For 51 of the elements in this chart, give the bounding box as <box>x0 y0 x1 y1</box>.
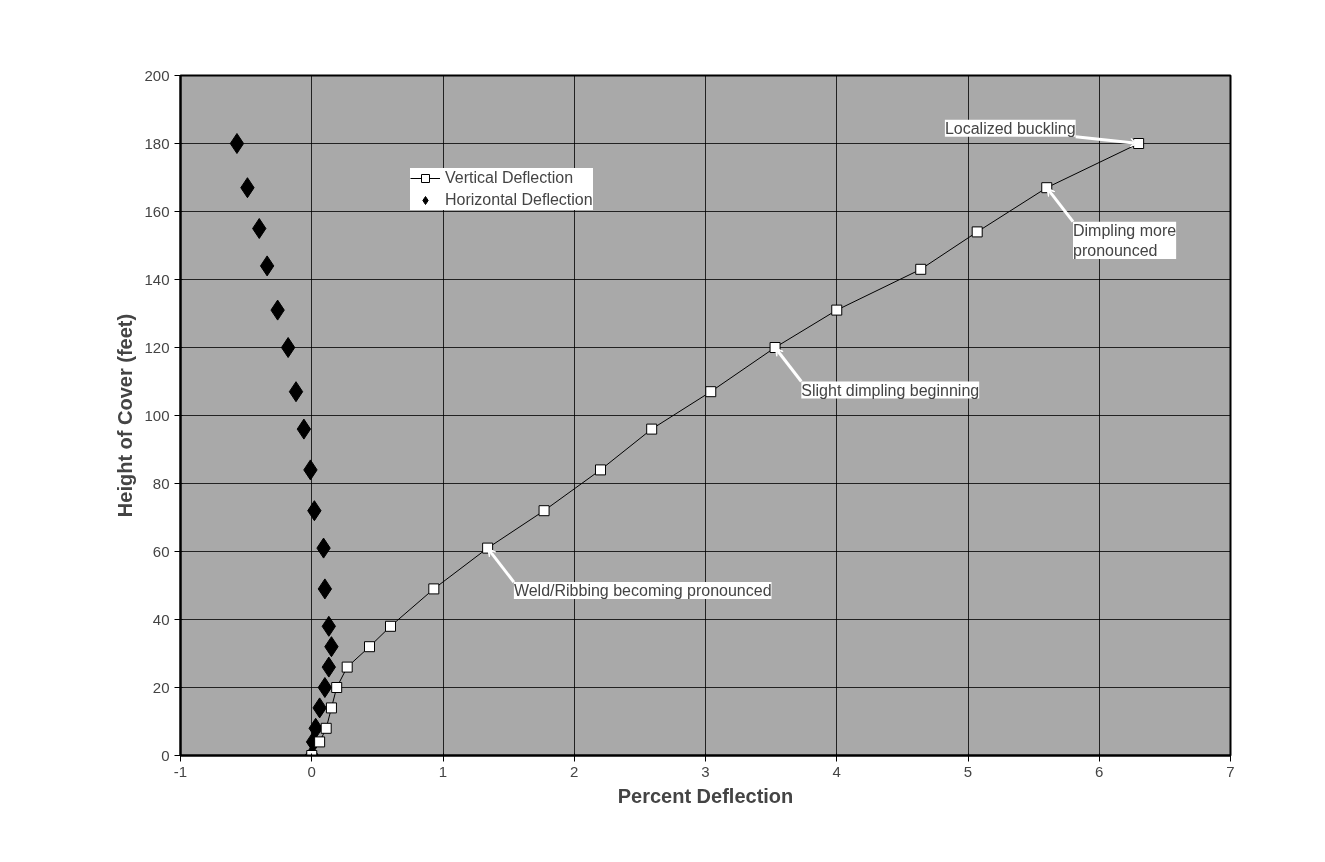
point <box>317 677 333 698</box>
x-tick-label: 0 <box>307 762 316 780</box>
point <box>288 381 304 403</box>
y-tick-label: 20 <box>152 678 170 696</box>
y-tick-label: 180 <box>144 134 170 152</box>
point <box>325 702 337 714</box>
y-tick-label: 120 <box>144 338 170 356</box>
y-tick-label: 80 <box>152 474 170 492</box>
point <box>915 263 927 275</box>
y-tick-label: 140 <box>144 270 170 288</box>
point <box>341 661 353 673</box>
point <box>364 641 375 653</box>
y-tick-label: 200 <box>144 66 170 84</box>
point <box>971 226 983 238</box>
point <box>646 423 658 435</box>
y-tick-label: 160 <box>144 202 170 220</box>
point <box>296 418 312 440</box>
x-tick-label: 6 <box>1095 762 1104 780</box>
legend-label: Vertical Deflection <box>445 169 574 187</box>
point <box>317 578 333 600</box>
x-tick-label: 2 <box>570 762 579 780</box>
point <box>229 133 245 154</box>
annotation: Dimpling more pronounced <box>1073 221 1177 260</box>
y-tick-label: 100 <box>144 406 170 424</box>
legend-label: Horizontal Deflection <box>445 191 593 209</box>
x-tick-label: 5 <box>963 762 973 780</box>
point <box>831 304 843 316</box>
y-tick-label: 0 <box>161 746 170 764</box>
y-axis-title: Height of Cover (feet) <box>114 313 137 518</box>
point <box>331 682 343 693</box>
point <box>280 337 296 358</box>
point <box>385 620 396 632</box>
point <box>320 722 332 734</box>
point <box>314 736 326 748</box>
x-tick-label: 4 <box>832 762 841 780</box>
y-tick-label: 60 <box>152 542 170 560</box>
annotation: Slight dimpling beginning <box>801 381 980 399</box>
point <box>538 505 550 517</box>
point <box>595 464 606 476</box>
point <box>252 218 267 239</box>
y-tick-label: 40 <box>152 610 170 628</box>
annotation: Localized buckling <box>944 119 1076 137</box>
x-tick-label: 3 <box>701 762 710 780</box>
x-tick-label: 1 <box>438 762 448 780</box>
annotation: Weld/Ribbing becoming pronounced <box>513 582 772 600</box>
point <box>705 386 717 398</box>
point <box>259 255 275 277</box>
x-axis-title: Percent Deflection <box>617 784 794 807</box>
x-tick-label: -1 <box>173 762 188 780</box>
point <box>428 583 440 595</box>
x-tick-label: 7 <box>1226 762 1235 780</box>
